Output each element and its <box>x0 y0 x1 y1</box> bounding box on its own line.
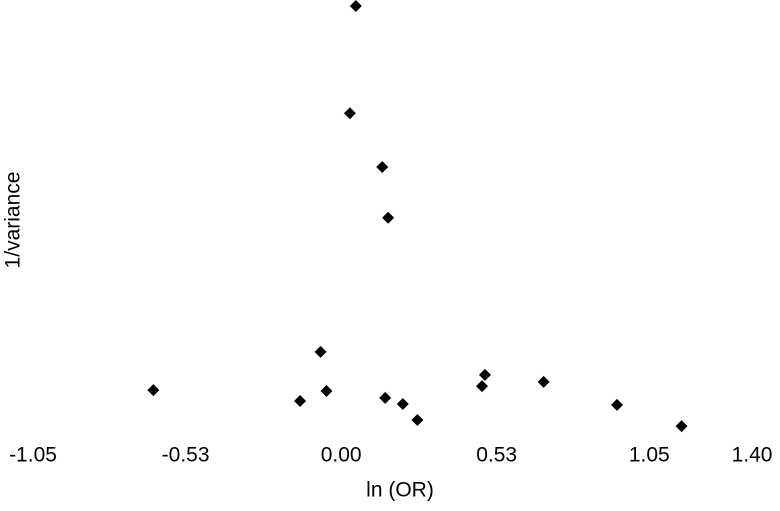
x-tick-label: 1.40 <box>732 444 773 467</box>
point <box>320 384 333 397</box>
point <box>349 0 362 12</box>
point <box>376 161 389 174</box>
x-tick-label: 0.00 <box>321 444 362 467</box>
point <box>343 107 356 120</box>
y-axis-label: 1/variance <box>2 172 25 269</box>
point <box>411 414 424 427</box>
point <box>675 420 688 433</box>
point <box>379 391 392 404</box>
point <box>478 368 491 381</box>
point <box>537 375 550 388</box>
x-tick-label: 0.53 <box>476 444 517 467</box>
x-tick-label: -1.05 <box>9 444 57 467</box>
point <box>147 384 160 397</box>
x-tick-label: 1.05 <box>629 444 670 467</box>
point <box>476 380 489 393</box>
point <box>396 397 409 410</box>
x-axis-label: ln (OR) <box>366 479 434 502</box>
point <box>314 345 327 358</box>
point <box>611 398 624 411</box>
x-tick-label: -0.53 <box>162 444 210 467</box>
point <box>382 211 395 224</box>
point <box>294 394 307 407</box>
